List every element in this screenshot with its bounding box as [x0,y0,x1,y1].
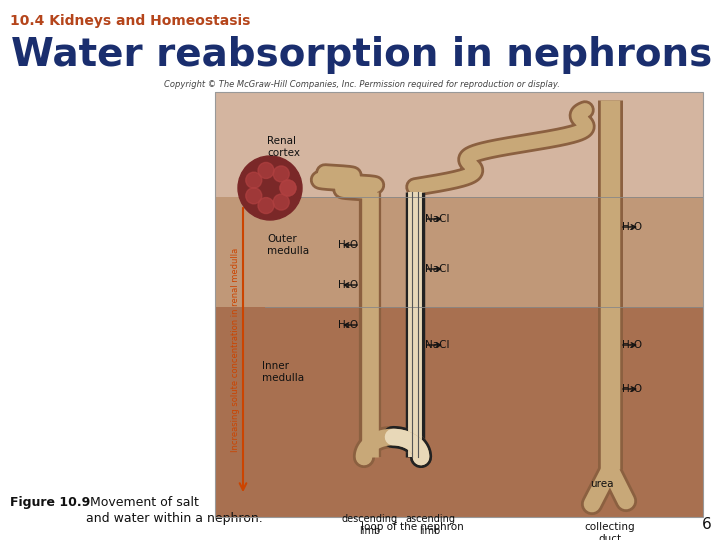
Circle shape [273,166,289,182]
Text: H₂O: H₂O [338,320,358,330]
Text: H₂O: H₂O [622,222,642,232]
Text: Water reabsorption in nephrons: Water reabsorption in nephrons [12,36,713,74]
Text: ascending
limb: ascending limb [405,514,455,536]
Text: NaCl: NaCl [425,214,449,224]
Text: loop of the nephron: loop of the nephron [361,522,464,532]
Circle shape [246,172,262,188]
Text: Movement of salt
and water within a nephron.: Movement of salt and water within a neph… [86,496,263,525]
Circle shape [280,180,296,196]
Circle shape [280,180,296,196]
Bar [215,92,703,517]
Text: Figure 10.9: Figure 10.9 [10,496,90,509]
Text: 10.4 Kidneys and Homeostasis: 10.4 Kidneys and Homeostasis [10,14,251,28]
Circle shape [258,198,274,213]
Text: H₂O: H₂O [622,384,642,394]
Text: Outer
medulla: Outer medulla [267,234,309,256]
Text: Renal
cortex: Renal cortex [267,136,300,158]
Text: H₂O: H₂O [338,280,358,290]
Text: NaCl: NaCl [425,264,449,274]
Circle shape [238,156,302,220]
Text: H₂O: H₂O [622,340,642,350]
Circle shape [258,163,274,178]
Bar [215,307,703,517]
Text: collecting
duct: collecting duct [585,522,635,540]
Text: NaCl: NaCl [425,340,449,350]
Bar [215,197,703,307]
Text: H₂O: H₂O [338,240,358,250]
Circle shape [273,194,289,210]
Text: Inner
medulla: Inner medulla [262,361,304,383]
Text: 6: 6 [702,517,712,532]
Text: Copyright © The McGraw-Hill Companies, Inc. Permission required for reproduction: Copyright © The McGraw-Hill Companies, I… [164,80,560,89]
Circle shape [246,188,262,204]
Text: Increasing solute concentration in renal medulla: Increasing solute concentration in renal… [232,248,240,452]
Text: descending
limb: descending limb [342,514,398,536]
Text: urea: urea [590,479,613,489]
Bar [215,92,703,197]
